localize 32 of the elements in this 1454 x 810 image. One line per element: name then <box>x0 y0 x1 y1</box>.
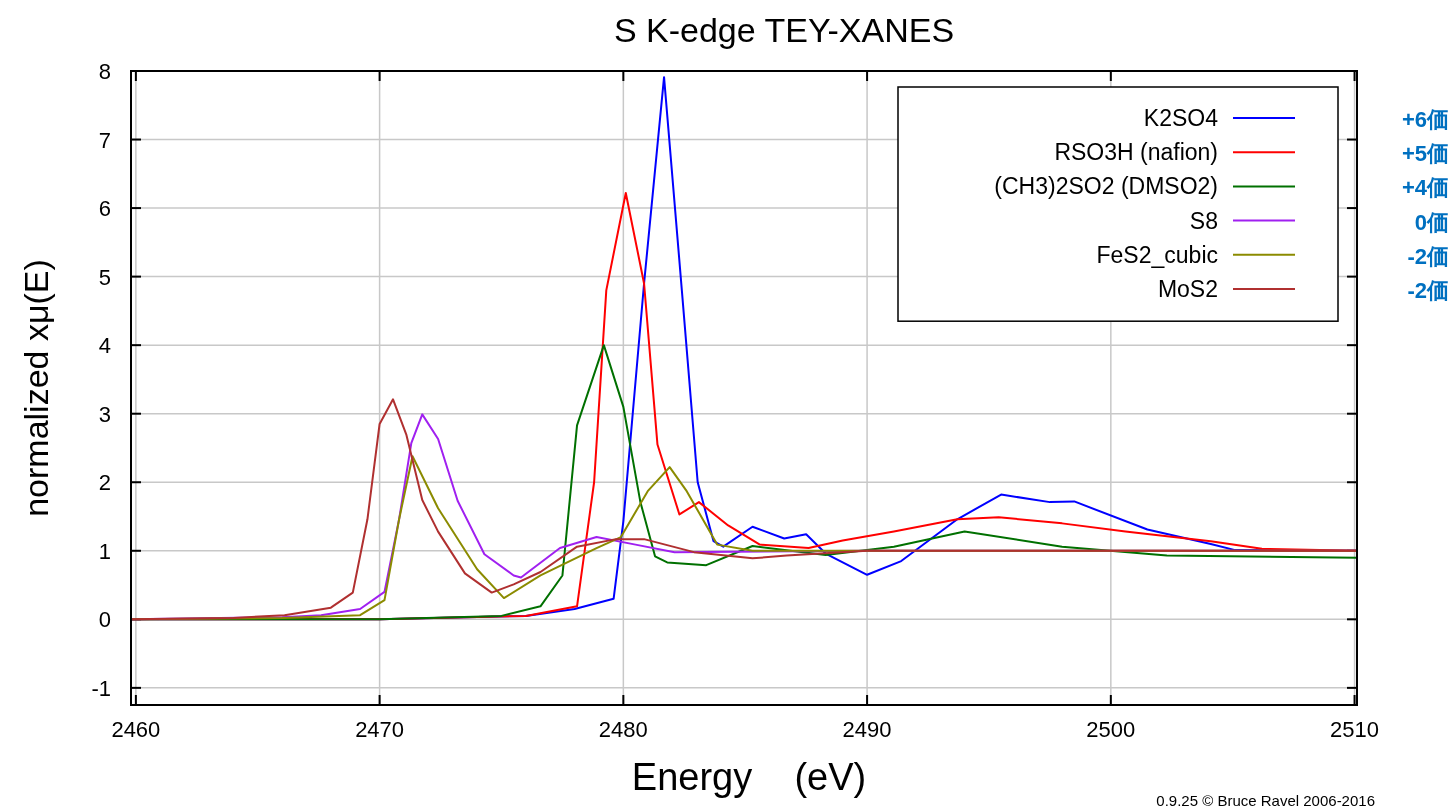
x-axis-title: Energy (eV) <box>631 756 867 798</box>
y-tick-label: 6 <box>98 196 111 222</box>
y-axis-title: normalized xμ(E) <box>17 259 55 517</box>
x-tick-label: 2500 <box>1086 717 1136 742</box>
y-tick-label: 3 <box>98 401 111 427</box>
text: +6価 <box>1401 107 1449 132</box>
legend-label: RSO3H (nafion) <box>1054 139 1218 166</box>
y-tick-label: 8 <box>98 59 111 84</box>
x-tick-label: 2460 <box>111 717 161 742</box>
y-tick-label: 0 <box>98 607 111 633</box>
y-tick-label: 7 <box>98 127 111 153</box>
y-tick-label: 2 <box>98 470 111 496</box>
text: +4価 <box>1401 175 1449 201</box>
x-tick-label: 2510 <box>1330 717 1380 742</box>
text: 0価 <box>1414 209 1449 235</box>
legend-label: MoS2 <box>1157 276 1218 302</box>
text: 0.9.25 © Bruce Ravel 2006-2016 <box>1156 792 1375 809</box>
x-tick-label: 2480 <box>598 717 648 742</box>
legend-label: K2SO4 <box>1143 105 1219 131</box>
legend-label: S8 <box>1189 207 1218 234</box>
x-tick-label: 2470 <box>355 717 405 742</box>
text: +5価 <box>1401 141 1449 167</box>
y-tick-label: 1 <box>98 538 111 564</box>
y-tick-label: 4 <box>98 333 111 359</box>
legend-label: FeS2_cubic <box>1096 241 1218 268</box>
y-tick-label: 5 <box>98 264 111 290</box>
x-tick-label: 2490 <box>842 717 892 742</box>
legend-label: (CH3)2SO2 (DMSO2) <box>994 173 1218 200</box>
chart-title: S K-edge TEY-XANES <box>613 11 955 49</box>
text: -2価 <box>1407 278 1449 303</box>
y-tick-label: -1 <box>91 675 111 701</box>
text: -2価 <box>1407 243 1449 269</box>
